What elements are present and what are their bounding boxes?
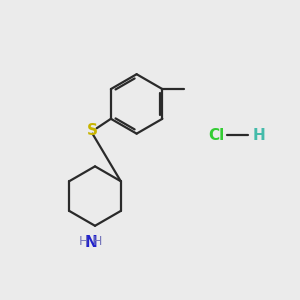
Text: S: S — [87, 123, 98, 138]
Text: N: N — [85, 235, 98, 250]
Text: H: H — [253, 128, 265, 142]
Text: H: H — [93, 235, 102, 248]
Text: Cl: Cl — [208, 128, 224, 142]
Text: H: H — [79, 235, 88, 248]
